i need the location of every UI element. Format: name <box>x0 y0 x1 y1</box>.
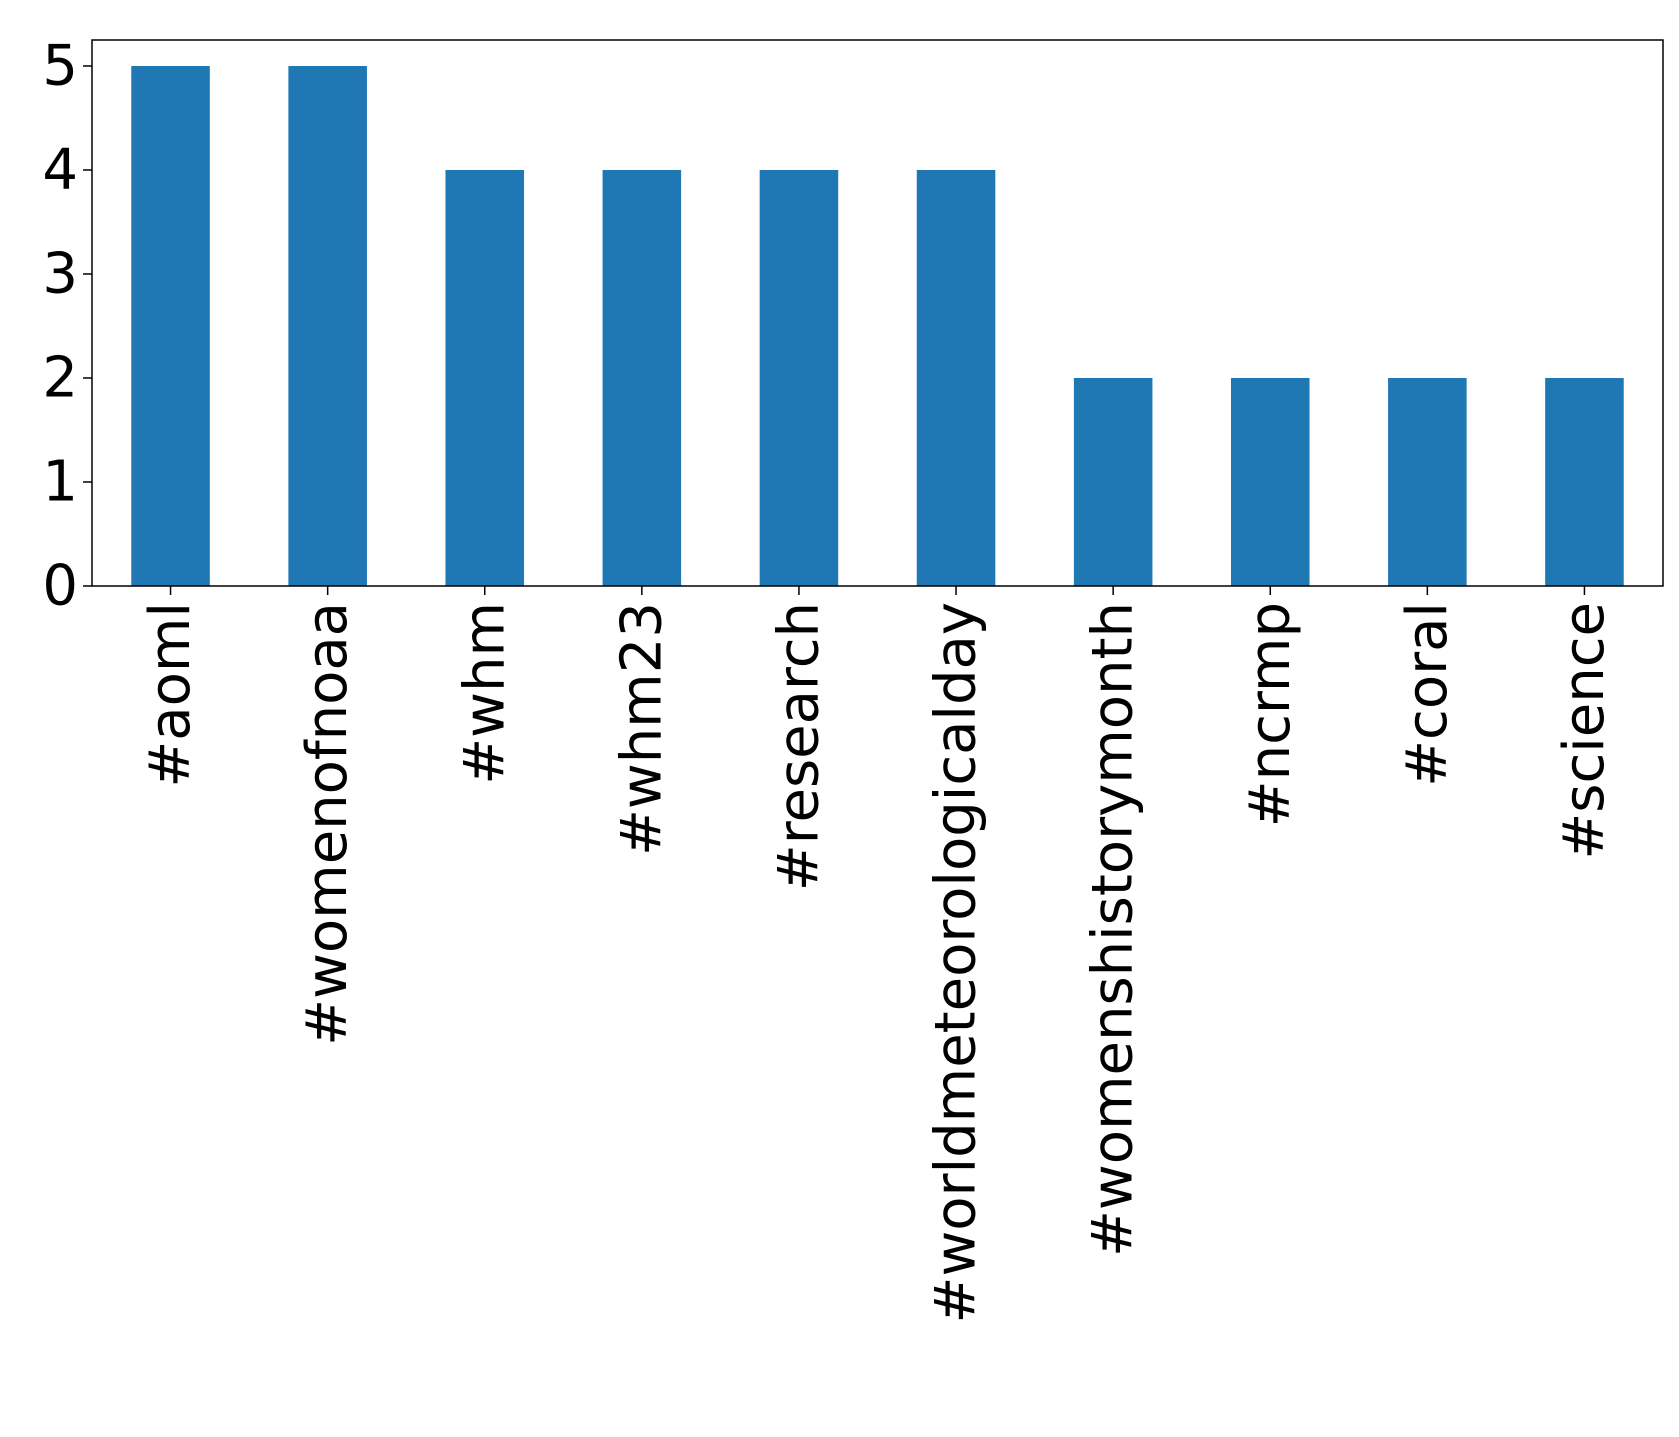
plot-area-frame <box>91 39 1664 587</box>
bar-science <box>1545 378 1624 586</box>
bar-aoml <box>131 66 210 586</box>
bar-whm <box>445 170 525 586</box>
bar-research <box>759 170 839 586</box>
bars-layer <box>131 66 1624 586</box>
x-tick-label-womenofnoaa: #womenofnoaa <box>295 602 360 1046</box>
x-tick-label-ncrmp: #ncrmp <box>1238 602 1303 827</box>
x-tick-label-womenshistorymonth: #womenshistorymonth <box>1081 602 1146 1257</box>
x-tick-label-worldmeteorologicalday: #worldmeteorologicalday <box>924 602 989 1323</box>
x-tick-label-whm23: #whm23 <box>609 602 674 856</box>
y-axis: 0 1 2 3 4 5 <box>42 34 92 619</box>
y-tick-label-4: 4 <box>42 138 78 203</box>
bar-womenofnoaa <box>288 66 367 586</box>
y-tick-label-3: 3 <box>42 242 78 307</box>
x-tick-label-research: #research <box>766 602 831 891</box>
x-tick-label-coral: #coral <box>1395 602 1460 787</box>
bar-worldmeteorologicalday <box>916 170 996 586</box>
x-tick-label-science: #science <box>1552 602 1617 860</box>
x-tick-label-whm: #whm <box>452 602 517 785</box>
x-axis: #aoml #womenofnoaa #whm #whm23 #research #wor… <box>138 586 1617 1323</box>
y-tick-label-0: 0 <box>42 554 78 619</box>
bar-whm23 <box>602 170 682 586</box>
bar-ncrmp <box>1230 378 1310 586</box>
bar-womenshistorymonth <box>1073 378 1153 586</box>
y-tick-label-2: 2 <box>42 346 78 411</box>
x-tick-label-aoml: #aoml <box>138 602 203 788</box>
y-tick-label-5: 5 <box>42 34 78 99</box>
y-tick-label-1: 1 <box>42 450 78 515</box>
bar-coral <box>1388 378 1467 586</box>
